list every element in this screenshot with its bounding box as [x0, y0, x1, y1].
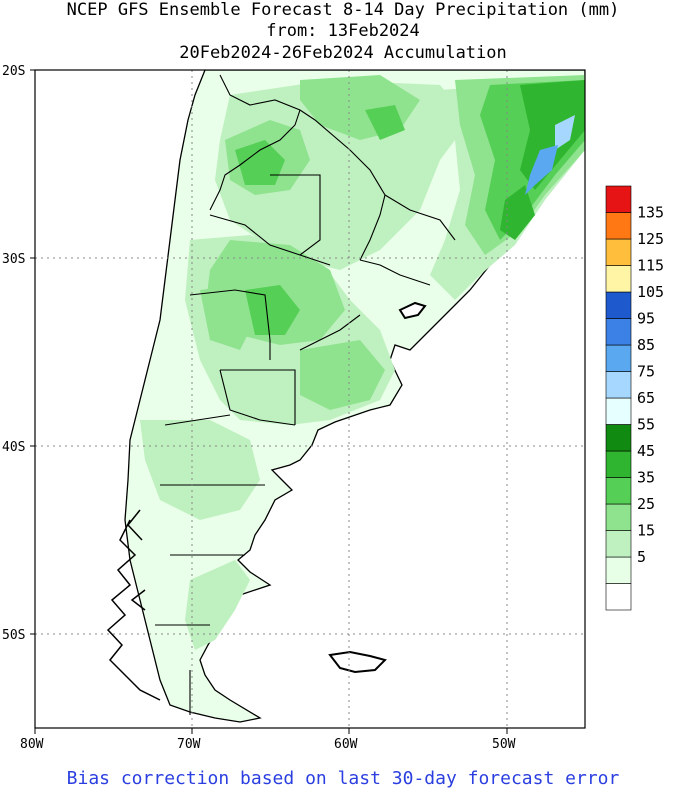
zone-ba-25 [300, 340, 385, 410]
bias-correction-note: Bias correction based on last 30-day for… [66, 768, 620, 789]
legend-swatch [605, 397, 632, 425]
map-title-line-1: NCEP GFS Ensemble Forecast 8-14 Day Prec… [66, 0, 620, 20]
legend-swatch [605, 503, 632, 531]
lagoon [398, 301, 427, 320]
legend-swatch [605, 371, 632, 399]
legend-label: 35 [637, 469, 655, 487]
legend-label: 25 [637, 495, 655, 513]
zone-mid-15 [140, 420, 260, 520]
legend-swatch [605, 344, 632, 372]
legend-swatch [605, 238, 632, 266]
zone-central-35 [245, 285, 300, 335]
lon-label-80w: 80W [20, 737, 44, 752]
legend-label: 65 [637, 389, 655, 407]
map-layers [106, 70, 585, 723]
legend-label: 125 [637, 230, 664, 248]
legend-swatch [605, 556, 632, 584]
legend-swatch [605, 477, 632, 505]
legend-label: 115 [637, 257, 664, 275]
legend-swatch [605, 212, 632, 240]
graticule [35, 70, 585, 728]
lat-label-40s: 40S [2, 440, 25, 455]
lat-label-20s: 20S [2, 64, 25, 79]
legend-swatch [605, 265, 632, 293]
legend-swatch [605, 450, 632, 478]
chile-fjords [106, 509, 161, 701]
lon-label-70w: 70W [177, 737, 201, 752]
lon-label-60w: 60W [334, 737, 358, 752]
falkland-islands [328, 650, 387, 674]
legend-label: 45 [637, 442, 655, 460]
tick-marks [30, 69, 508, 734]
lat-label-50s: 50S [2, 628, 25, 643]
color-legend: 5 15 25 35 45 55 65 75 85 95 105 115 125 135 [605, 185, 664, 611]
lon-label-50w: 50W [492, 737, 516, 752]
legend-swatch [605, 185, 632, 213]
legend-label: 55 [637, 416, 655, 434]
legend-swatch [605, 424, 632, 452]
map-title-line-2: from: 13Feb2024 [266, 21, 420, 41]
zone-coast-75 [555, 115, 575, 150]
legend-label: 5 [637, 548, 646, 566]
legend-swatch [605, 583, 632, 611]
zone-paraguay-35 [235, 140, 285, 185]
lat-label-30s: 30S [2, 252, 25, 267]
legend-label: 75 [637, 363, 655, 381]
legend-label: 135 [637, 204, 664, 222]
zone-patagonia-15 [185, 560, 250, 650]
map-title-line-3: 20Feb2024-26Feb2024 Accumulation [179, 43, 507, 63]
zone-coast-85 [525, 145, 558, 195]
legend-label: 15 [637, 522, 655, 540]
legend-swatch [605, 530, 632, 558]
legend-label: 105 [637, 283, 664, 301]
legend-swatch [605, 318, 632, 346]
map-frame [34, 69, 586, 729]
borders [155, 74, 456, 715]
legend-label: 85 [637, 336, 655, 354]
legend-label: 95 [637, 310, 655, 328]
zone-north-35 [365, 105, 405, 140]
zone-west-25 [200, 285, 255, 350]
legend-swatch [605, 291, 632, 319]
zone-coast-45 [500, 185, 535, 240]
